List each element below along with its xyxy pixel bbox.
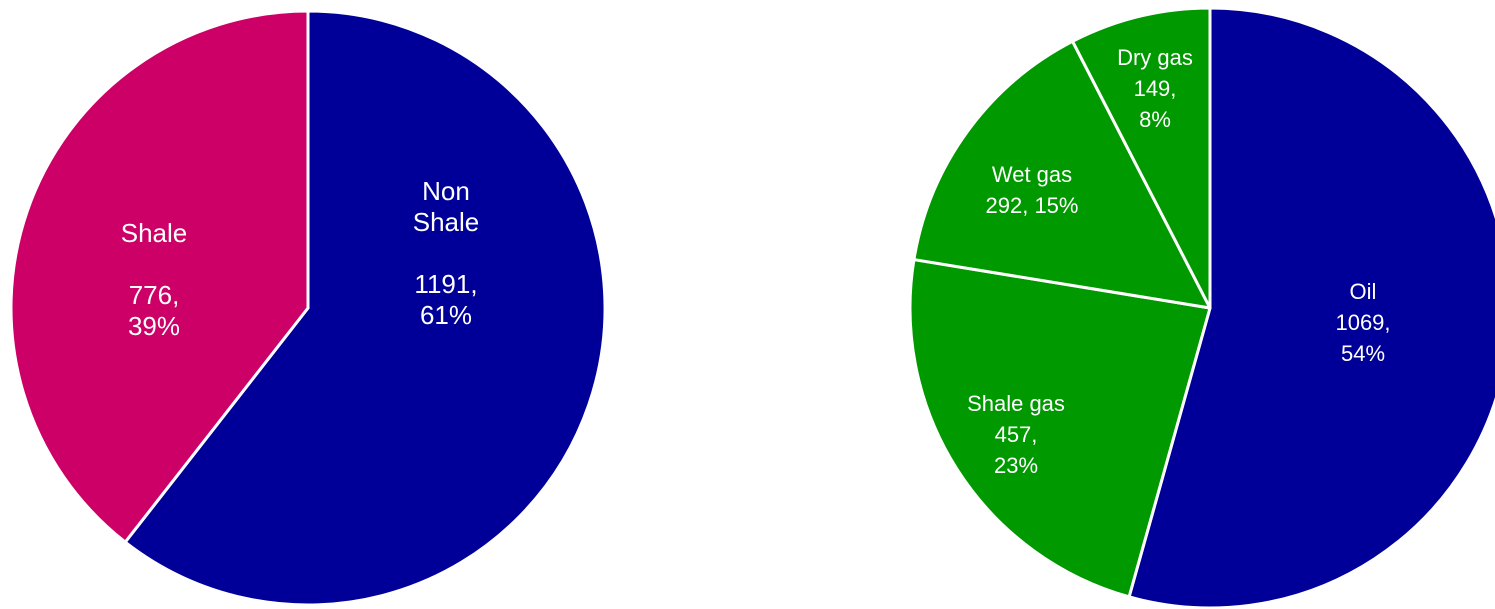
pie-slice-label-line: 1069, xyxy=(1335,310,1390,335)
pie-slice-label-line: 1191, xyxy=(414,269,477,299)
pie-chart-resource-split: Oil 1069, 54% Shale gas 457, 23% Wet gas 292, 1… xyxy=(908,6,1495,609)
pie-slice-label-line: 457, xyxy=(995,422,1038,447)
pie-slice-label-line: 149, xyxy=(1134,76,1177,101)
pie-slice-wet-gas xyxy=(912,39,1212,310)
pie-slice-label-line: Dry gas xyxy=(1117,45,1193,70)
pie-slice-label-line: 776, xyxy=(129,280,180,310)
pie-slice-non-shale xyxy=(123,9,607,607)
pie-slice-shale xyxy=(9,9,310,544)
pie-slice-label-line: 61% xyxy=(420,300,472,330)
pie-slice-label-line: 54% xyxy=(1341,341,1385,366)
pie-slice-label-non-shale: Non Shale 1191, 61% xyxy=(413,176,480,330)
pie-slice-oil xyxy=(1127,6,1495,609)
pie-slice-label-line: 39% xyxy=(128,311,180,341)
pie-slice-dry-gas xyxy=(1071,6,1212,310)
pie-slice-label-line: Shale gas xyxy=(967,391,1065,416)
pie-slice-shale-gas xyxy=(908,258,1212,599)
pie-slice-label-line xyxy=(150,249,157,279)
pie-slice-label-line: Wet gas xyxy=(992,162,1072,187)
pie-slice-label-wet-gas: Wet gas 292, 15% xyxy=(986,162,1079,218)
pie-slice-label-line: 8% xyxy=(1139,107,1171,132)
pie-slice-label-oil: Oil 1069, 54% xyxy=(1335,279,1390,366)
pie-slice-label-line xyxy=(442,238,449,268)
pie-slice-label-line: Non xyxy=(422,176,470,206)
pie-slice-label-dry-gas: Dry gas 149, 8% xyxy=(1117,45,1193,132)
pie-slice-label-line: Shale xyxy=(413,207,480,237)
pie-slice-label-line: Shale xyxy=(121,218,188,248)
pie-chart-shale-split: Non Shale 1191, 61%Shale 776, 39% xyxy=(9,9,607,607)
pie-slice-label-shale: Shale 776, 39% xyxy=(121,218,188,341)
pie-slice-label-shale-gas: Shale gas 457, 23% xyxy=(967,391,1065,478)
pie-slice-label-line: 23% xyxy=(994,453,1038,478)
pie-slice-label-line: Oil xyxy=(1350,279,1377,304)
pie-slice-label-line: 292, 15% xyxy=(986,193,1079,218)
